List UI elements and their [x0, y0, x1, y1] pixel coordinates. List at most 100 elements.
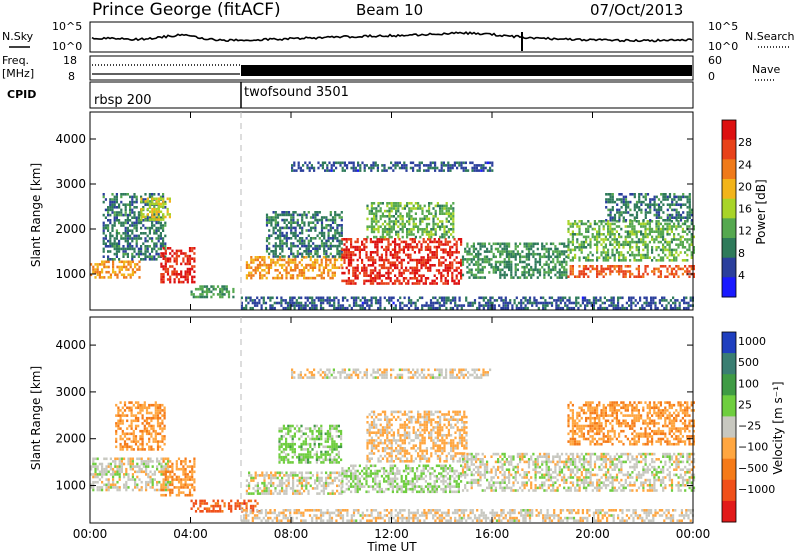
heatmap-cell — [556, 247, 559, 251]
heatmap-cell — [686, 216, 689, 219]
heatmap-cell — [104, 208, 107, 212]
heatmap-cell — [534, 252, 537, 256]
heatmap-cell — [274, 237, 277, 240]
heatmap-cell — [256, 258, 259, 262]
heatmap-cell — [137, 416, 140, 420]
heatmap-cell — [287, 213, 291, 217]
heatmap-cell — [131, 247, 134, 251]
heatmap-cell — [677, 216, 680, 219]
heatmap-cell — [102, 200, 105, 204]
heatmap-cell — [323, 234, 326, 237]
heatmap-cell — [129, 219, 132, 222]
heatmap-cell — [657, 222, 660, 226]
heatmap-cell — [613, 213, 617, 217]
heatmap-cell — [274, 218, 277, 222]
heatmap-cell — [139, 411, 142, 415]
heatmap-cell — [692, 265, 695, 268]
heatmap-cell — [542, 296, 545, 300]
heatmap-cell — [616, 198, 619, 201]
heatmap-cell — [374, 299, 378, 302]
heatmap-cell — [180, 275, 183, 279]
heatmap-cell — [322, 269, 325, 272]
heatmap-cell — [327, 244, 330, 248]
heatmap-cell — [387, 269, 390, 272]
heatmap-cell — [525, 245, 528, 248]
heatmap-cell — [446, 251, 449, 254]
heatmap-cell — [402, 245, 405, 249]
heatmap-cell — [394, 240, 397, 244]
heatmap-cell — [629, 243, 632, 246]
heatmap-cell — [567, 256, 570, 259]
heatmap-cell — [431, 166, 434, 170]
heatmap-cell — [338, 252, 341, 256]
heatmap-cell — [527, 268, 531, 272]
heatmap-cell — [458, 296, 461, 300]
heatmap-cell — [112, 470, 115, 474]
heatmap-cell — [164, 242, 167, 245]
heatmap-cell — [272, 231, 275, 235]
heatmap-cell — [394, 245, 397, 249]
heatmap-cell — [626, 230, 629, 233]
heatmap-cell — [119, 435, 122, 438]
heatmap-cell — [102, 239, 105, 243]
heatmap-cell — [629, 222, 632, 226]
heatmap-cell — [125, 268, 128, 271]
heatmap-cell — [321, 164, 324, 167]
heatmap-cell — [96, 480, 99, 484]
heatmap-cell — [320, 271, 323, 275]
heatmap-cell — [380, 279, 383, 283]
heatmap-cell — [450, 204, 453, 208]
heatmap-cell — [399, 228, 402, 231]
heatmap-cell — [428, 233, 431, 236]
heatmap-cell — [365, 256, 368, 259]
heatmap-cell — [622, 219, 625, 222]
heatmap-cell — [592, 299, 595, 302]
heatmap-cell — [109, 237, 112, 240]
heatmap-cell — [356, 264, 359, 267]
heatmap-cell — [166, 257, 170, 260]
heatmap-cell — [161, 429, 164, 433]
heatmap-cell — [338, 250, 341, 253]
heatmap-cell — [141, 406, 144, 410]
heatmap-cell — [424, 282, 427, 285]
heatmap-cell — [150, 403, 153, 407]
heatmap-cell — [121, 414, 124, 417]
heatmap-cell — [169, 280, 172, 284]
heatmap-cell — [101, 480, 104, 484]
heatmap-cell — [503, 247, 506, 251]
heatmap-cell — [453, 279, 456, 283]
heatmap-cell — [153, 258, 156, 261]
heatmap-cell — [123, 457, 126, 461]
heatmap-cell — [326, 301, 329, 305]
heatmap-cell — [126, 247, 129, 251]
heatmap-cell — [611, 230, 614, 233]
heatmap-cell — [571, 235, 574, 239]
heatmap-cell — [552, 242, 555, 246]
heatmap-cell — [644, 253, 647, 257]
heatmap-cell — [180, 262, 183, 266]
heatmap-cell — [144, 226, 147, 230]
heatmap-cell — [598, 230, 601, 233]
heatmap-cell — [407, 248, 410, 251]
heatmap-cell — [129, 465, 132, 468]
heatmap-cell — [322, 256, 325, 259]
heatmap-cell — [212, 293, 215, 296]
heatmap-cell — [163, 424, 166, 428]
heatmap-cell — [538, 258, 542, 261]
heatmap-cell — [184, 478, 187, 481]
heatmap-cell — [373, 215, 376, 218]
heatmap-cell — [494, 247, 497, 251]
heatmap-cell — [175, 254, 178, 258]
heatmap-cell — [487, 301, 490, 305]
heatmap-cell — [406, 220, 409, 223]
heatmap-cell — [598, 220, 601, 223]
heatmap-cell — [523, 260, 526, 264]
heatmap-cell — [391, 240, 394, 244]
heatmap-cell — [96, 475, 99, 479]
heatmap-cell — [144, 252, 147, 256]
heatmap-cell — [274, 244, 277, 248]
heatmap-cell — [432, 304, 435, 307]
heatmap-cell — [126, 213, 129, 217]
heatmap-cell — [115, 445, 118, 449]
heatmap-cell — [413, 274, 416, 277]
